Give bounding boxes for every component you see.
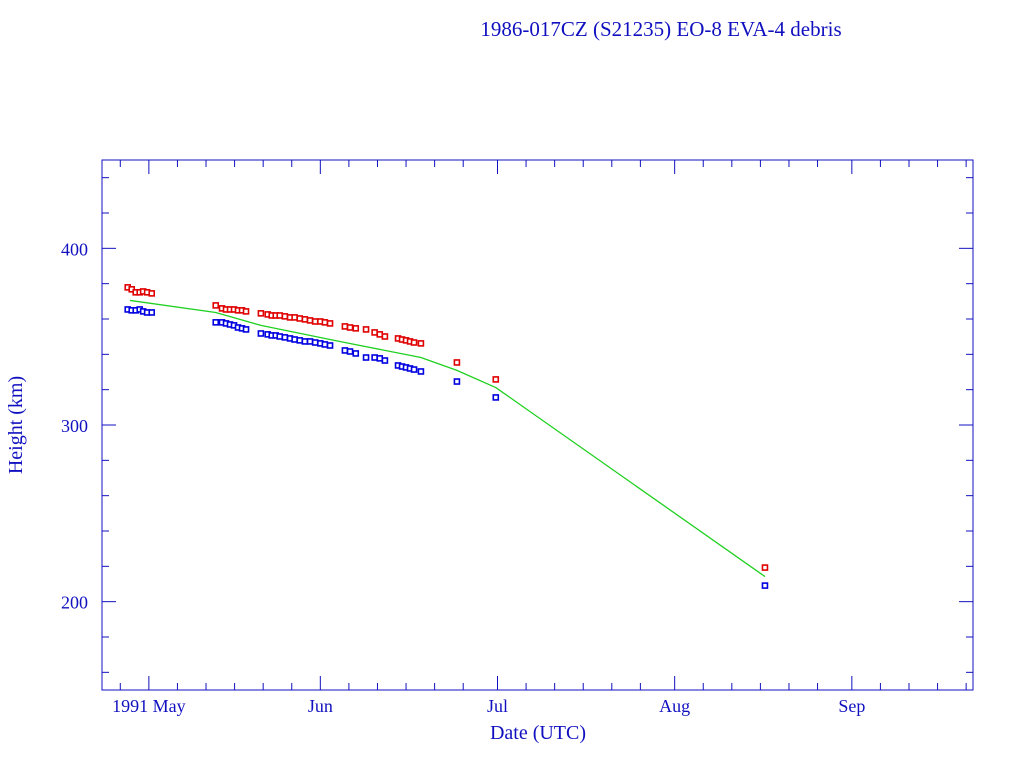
x-tick-label: Jun [308, 696, 333, 716]
perigee-point [306, 338, 314, 345]
apogee-point [492, 376, 500, 383]
data-marks [124, 284, 769, 589]
perigee-point [301, 338, 309, 345]
plot-frame [101, 159, 974, 691]
y-tick-label: 200 [61, 593, 88, 613]
axis-ticks [102, 160, 973, 690]
perigee-point [371, 354, 378, 361]
y-tick-label: 400 [61, 239, 88, 259]
apogee-point [291, 314, 298, 321]
apogee-point [761, 564, 769, 571]
perigee-point [291, 336, 298, 343]
perigee-point [296, 337, 304, 344]
apogee-point [257, 310, 265, 317]
perigee-point [321, 341, 329, 348]
perigee-point [453, 378, 461, 385]
perigee-point [212, 319, 220, 326]
perigee-point [381, 357, 389, 364]
chart-title: 1986-017CZ (S21235) EO-8 EVA-4 debris [480, 17, 841, 41]
apogee-point [296, 315, 304, 322]
perigee-point [362, 354, 370, 361]
apogee-point [212, 302, 220, 309]
perigee-point [242, 326, 250, 333]
apogee-point [341, 323, 349, 330]
apogee-point [371, 329, 378, 336]
perigee-point [311, 339, 319, 346]
apogee-point [346, 324, 354, 331]
apogee-point [321, 319, 329, 326]
mean-line [129, 299, 766, 578]
y-axis-label: Height (km) [5, 376, 27, 474]
apogee-point [148, 290, 156, 297]
perigee-point [376, 355, 384, 362]
perigee-point [326, 342, 334, 349]
tick-labels: 200 300 400 1991 May Jun Jul Aug Sep [61, 239, 865, 716]
apogee-point [276, 312, 284, 319]
apogee-point [453, 359, 461, 366]
perigee-point [410, 366, 418, 373]
perigee-point [492, 394, 500, 401]
x-tick-label: Jul [487, 696, 508, 716]
apogee-point [281, 313, 289, 320]
apogee-point [306, 317, 314, 324]
x-tick-label: 1991 May [112, 696, 186, 716]
apogee-point [352, 325, 360, 332]
apogee-point [242, 308, 250, 315]
x-axis-label: Date (UTC) [490, 722, 586, 744]
y-tick-label: 300 [61, 416, 88, 436]
apogee-point [376, 331, 384, 338]
perigee-point [417, 368, 425, 375]
apogee-point [301, 316, 309, 323]
apogee-point [417, 340, 425, 347]
x-tick-label: Sep [838, 696, 865, 716]
perigee-point [341, 347, 349, 354]
apogee-point [410, 339, 418, 346]
x-tick-label: Aug [659, 696, 690, 716]
apogee-point [381, 333, 389, 340]
perigee-point [276, 333, 284, 340]
perigee-point [148, 309, 156, 316]
perigee-point [281, 334, 289, 341]
perigee-point [352, 350, 360, 357]
perigee-point [761, 582, 769, 589]
apogee-point [311, 318, 319, 325]
perigee-point [257, 330, 265, 337]
apogee-point [362, 326, 370, 333]
perigee-point [346, 348, 354, 355]
apogee-point [326, 320, 334, 327]
